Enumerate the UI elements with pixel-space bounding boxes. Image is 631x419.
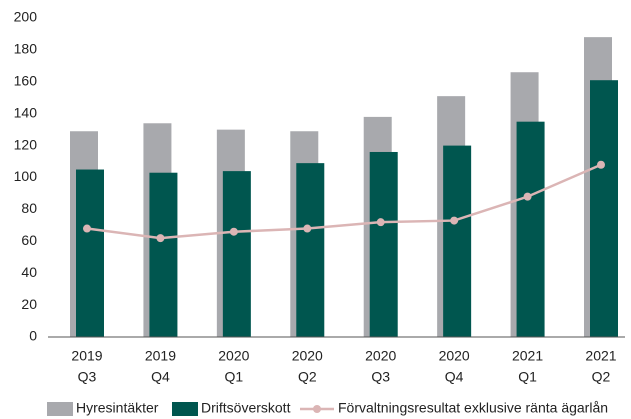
- line-marker: [83, 224, 91, 233]
- legend-label: Hyresintäkter: [76, 400, 159, 416]
- x-tick-label: Q4: [445, 369, 464, 385]
- y-tick-label: 200: [14, 9, 38, 25]
- line-marker: [376, 218, 385, 227]
- bar: [590, 80, 618, 337]
- x-tick-label: 2021: [585, 348, 616, 364]
- line-marker: [156, 234, 165, 243]
- line-marker: [523, 192, 532, 201]
- bar: [443, 145, 472, 337]
- x-tick-label: 2019: [71, 348, 102, 364]
- line-marker: [597, 160, 605, 169]
- bar: [149, 172, 178, 337]
- line-marker: [229, 227, 238, 236]
- x-tick-label: 2021: [512, 348, 543, 364]
- legend-label: Förvaltningsresultat exklusive ränta äga…: [338, 400, 608, 416]
- legend-swatch: [47, 402, 73, 416]
- y-tick-label: 120: [14, 136, 38, 152]
- x-tick-label: Q2: [592, 369, 611, 385]
- x-tick-label: Q1: [225, 369, 244, 385]
- y-tick-label: 100: [14, 168, 38, 184]
- x-tick-label: Q3: [371, 369, 390, 385]
- legend-swatch-marker: [313, 405, 321, 413]
- y-tick-label: 160: [14, 73, 38, 89]
- x-tick-label: 2020: [439, 348, 470, 364]
- line: [86, 163, 602, 240]
- x-tick-label: Q1: [518, 369, 537, 385]
- y-tick-label: 80: [21, 200, 37, 216]
- bar: [222, 171, 251, 337]
- x-tick-label: 2020: [218, 348, 249, 364]
- bar: [369, 151, 398, 337]
- x-tick-label: Q2: [298, 369, 317, 385]
- x-tick-label: 2019: [145, 348, 176, 364]
- legend-swatch: [172, 402, 198, 416]
- y-tick-label: 40: [21, 264, 37, 280]
- x-tick-label: Q4: [151, 369, 170, 385]
- bar: [296, 163, 325, 337]
- line-marker: [303, 224, 312, 233]
- y-tick-label: 20: [21, 296, 37, 312]
- line-marker: [450, 216, 459, 225]
- bar: [76, 169, 104, 337]
- x-tick-label: 2020: [365, 348, 396, 364]
- y-tick-label: 0: [29, 328, 37, 344]
- bar: [516, 121, 545, 337]
- y-tick-label: 60: [21, 232, 37, 248]
- x-tick-label: Q3: [78, 369, 97, 385]
- y-tick-label: 140: [14, 104, 38, 120]
- y-tick-label: 180: [14, 41, 38, 57]
- x-tick-label: 2020: [292, 348, 323, 364]
- legend-label: Driftsöverskott: [201, 400, 291, 416]
